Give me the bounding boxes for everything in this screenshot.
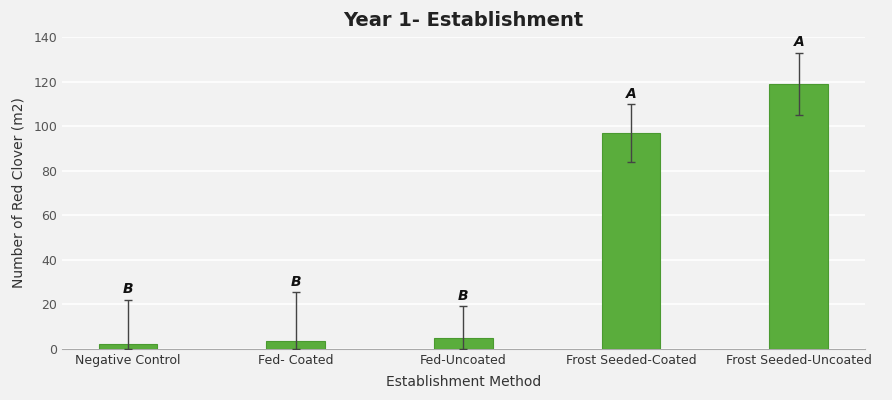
- Y-axis label: Number of Red Clover (m2): Number of Red Clover (m2): [11, 98, 25, 288]
- Text: B: B: [291, 275, 301, 289]
- Text: A: A: [794, 36, 805, 50]
- Bar: [602, 133, 660, 349]
- Text: B: B: [458, 289, 468, 303]
- Bar: [267, 341, 325, 349]
- Title: Year 1- Establishment: Year 1- Establishment: [343, 11, 583, 30]
- X-axis label: Establishment Method: Establishment Method: [386, 375, 541, 389]
- Bar: [99, 344, 157, 349]
- Text: A: A: [626, 87, 637, 101]
- Bar: [434, 338, 492, 349]
- Text: B: B: [123, 282, 133, 296]
- Bar: [770, 84, 828, 349]
